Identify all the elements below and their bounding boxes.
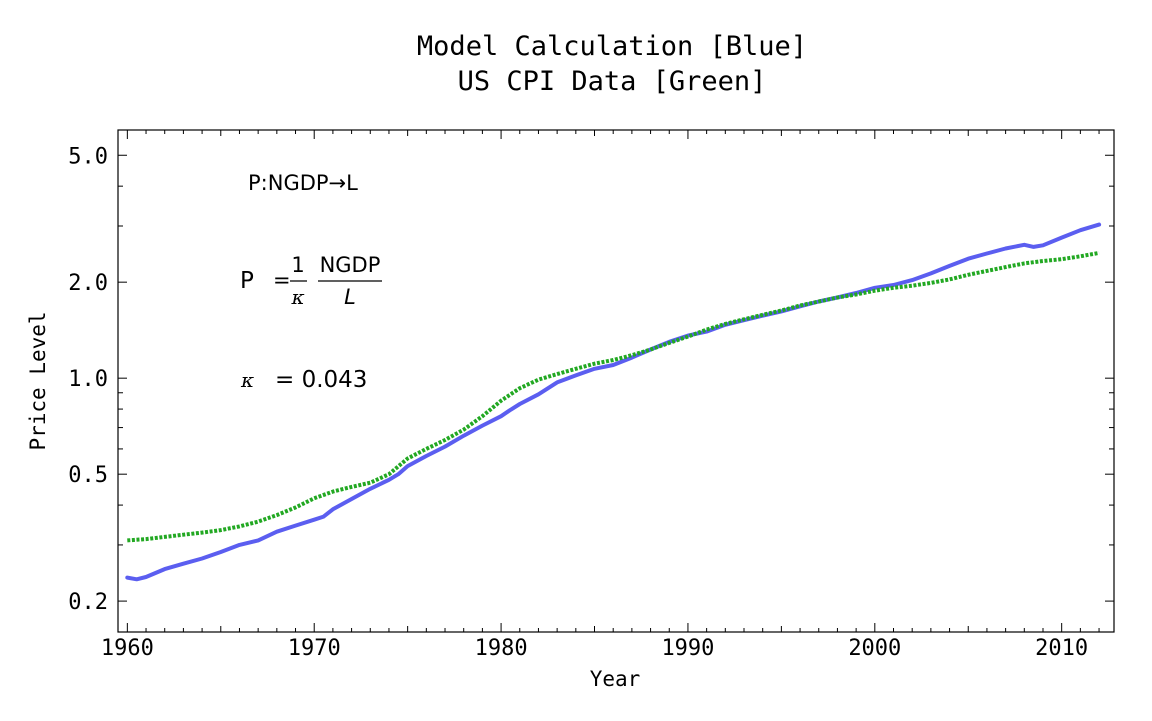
mapping-annotation: P:NGDP→L — [248, 171, 358, 195]
x-tick-label: 1970 — [288, 636, 341, 661]
kappa-value: = 0.043 — [275, 367, 367, 393]
us-cpi-data-line — [127, 250, 1100, 543]
x-tick-label: 2010 — [1035, 636, 1088, 661]
x-tick-label: 1980 — [475, 636, 528, 661]
y-axis-ticks: 0.2 0.5 1.0 2.0 5.0 — [68, 129, 1114, 615]
y-tick-label: 5.0 — [68, 144, 108, 169]
equation-frac1-numerator: 1 — [291, 253, 304, 277]
model-calculation-line — [125, 222, 1102, 582]
y-tick-label: 0.5 — [68, 463, 108, 488]
series-layer — [125, 222, 1102, 582]
y-tick-label: 2.0 — [68, 271, 108, 296]
chart-title-line-1: Model Calculation [Blue] — [417, 31, 807, 62]
x-axis-label: Year — [590, 667, 641, 691]
kappa-symbol: κ — [240, 368, 254, 392]
equation-frac1-denominator: κ — [290, 285, 304, 309]
equation-lhs: P — [240, 268, 254, 294]
x-tick-label: 2000 — [848, 636, 901, 661]
y-axis-label: Price Level — [26, 311, 50, 450]
chart-title-line-2: US CPI Data [Green] — [458, 66, 767, 97]
y-tick-label: 1.0 — [68, 367, 108, 392]
x-axis-ticks: 1960 1970 1980 1990 2000 2010 — [101, 130, 1100, 661]
x-tick-label: 1990 — [661, 636, 714, 661]
y-tick-label: 0.2 — [68, 590, 108, 615]
equation-equals: = — [273, 268, 291, 292]
equation-frac2-denominator: L — [344, 285, 356, 309]
equation-frac2-numerator: NGDP — [320, 253, 381, 277]
plot-frame — [117, 129, 1115, 633]
x-tick-label: 1960 — [101, 636, 154, 661]
